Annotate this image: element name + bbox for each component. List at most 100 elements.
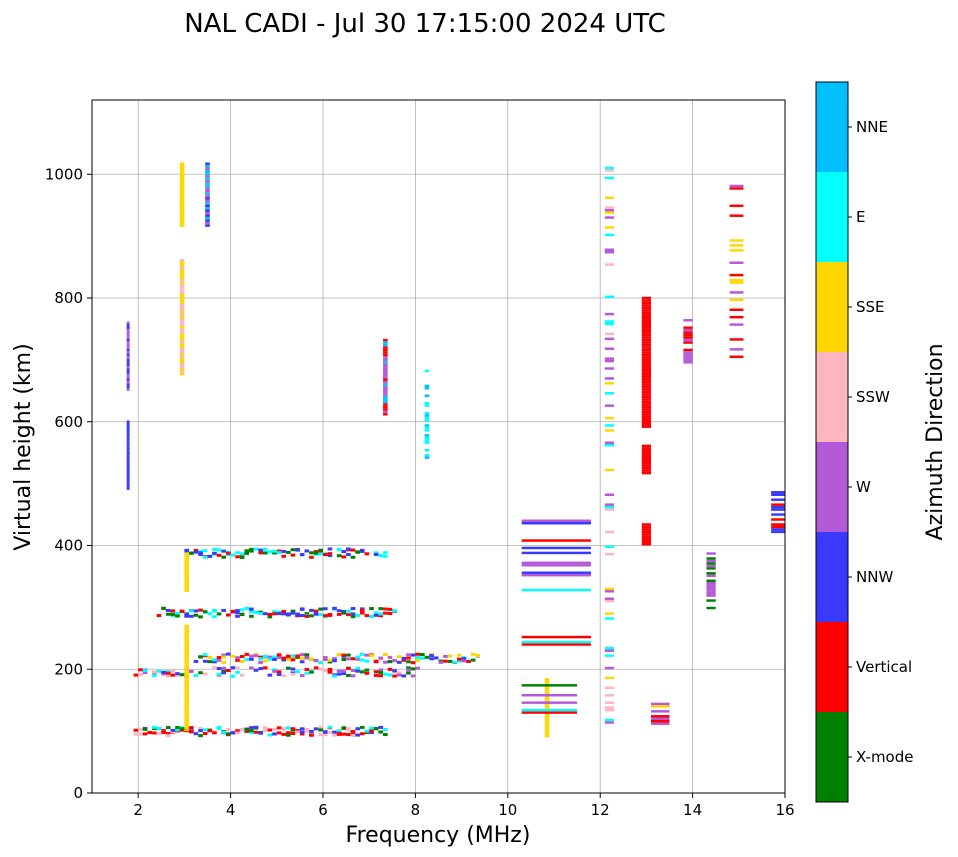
echo-mark	[235, 609, 240, 613]
echo-mark	[604, 694, 615, 697]
echo-mark	[189, 726, 194, 730]
echo-mark	[225, 652, 231, 656]
echo-mark	[641, 304, 652, 307]
colorbar-label: Azimuth Direction	[923, 343, 948, 540]
echo-mark	[415, 666, 421, 670]
echo-mark	[641, 380, 652, 384]
echo-mark	[249, 726, 254, 730]
echo-mark	[373, 551, 379, 555]
echo-mark	[641, 471, 652, 475]
echo-mark	[126, 331, 130, 334]
echo-mark	[244, 606, 250, 610]
echo-mark	[323, 730, 328, 734]
echo-mark	[235, 614, 240, 618]
echo-mark	[221, 555, 226, 559]
echo-mark	[221, 549, 226, 553]
echo-mark	[641, 363, 652, 367]
echo-mark	[641, 323, 652, 327]
echo-mark	[179, 283, 185, 287]
echo-mark	[286, 666, 291, 670]
echo-mark	[641, 420, 652, 423]
echo-mark	[641, 358, 652, 362]
echo-mark	[126, 452, 130, 456]
echo-mark	[126, 326, 130, 329]
echo-mark	[406, 666, 411, 670]
echo-mark	[706, 567, 716, 570]
echo-mark	[262, 547, 268, 551]
echo-mark	[281, 727, 287, 731]
echo-mark	[184, 661, 190, 665]
echo-mark	[327, 667, 333, 671]
echo-mark	[184, 654, 190, 657]
echo-mark	[424, 448, 430, 452]
echo-mark	[184, 554, 190, 558]
echo-mark	[604, 503, 615, 506]
echo-mark	[216, 548, 222, 552]
x-tick-label: 16	[775, 801, 794, 819]
echo-mark	[290, 609, 296, 613]
echo-mark	[126, 477, 130, 480]
echo-mark	[641, 346, 652, 349]
echo-mark	[433, 656, 439, 660]
echo-mark	[126, 465, 130, 468]
echo-mark	[165, 670, 171, 674]
echo-mark	[521, 643, 591, 646]
echo-mark	[179, 214, 185, 217]
echo-mark	[184, 681, 190, 685]
echo-mark	[359, 732, 365, 736]
echo-mark	[521, 539, 591, 542]
echo-mark	[165, 674, 171, 678]
echo-mark	[205, 209, 210, 212]
echo-mark	[706, 599, 716, 602]
echo-mark	[378, 671, 384, 675]
echo-mark	[179, 172, 185, 175]
echo-mark	[373, 673, 379, 677]
echo-mark	[327, 725, 333, 729]
echo-mark	[424, 394, 430, 397]
echo-mark	[683, 338, 693, 342]
echo-mark	[604, 545, 615, 548]
echo-mark	[424, 434, 430, 437]
echo-mark	[175, 614, 180, 618]
echo-mark	[202, 610, 208, 614]
echo-mark	[521, 564, 591, 567]
echo-mark	[406, 653, 411, 657]
echo-mark	[323, 607, 328, 611]
echo-mark	[175, 674, 180, 678]
echo-mark	[179, 192, 185, 195]
echo-mark	[184, 656, 190, 660]
echo-mark	[521, 640, 591, 644]
echo-mark	[641, 368, 652, 372]
echo-mark	[179, 315, 185, 319]
echo-mark	[401, 674, 407, 678]
echo-mark	[346, 727, 351, 731]
echo-mark	[179, 209, 185, 212]
echo-mark	[641, 371, 652, 374]
echo-mark	[350, 734, 356, 738]
echo-mark	[604, 649, 615, 652]
echo-mark	[239, 728, 245, 732]
echo-mark	[424, 416, 430, 420]
echo-mark	[383, 652, 388, 656]
echo-mark	[276, 653, 282, 657]
echo-mark	[170, 728, 176, 732]
echo-mark	[641, 413, 652, 416]
echo-mark	[138, 727, 143, 731]
echo-mark	[336, 548, 342, 552]
echo-mark	[364, 671, 370, 675]
echo-mark	[304, 656, 310, 660]
echo-mark	[299, 730, 305, 734]
echo-mark	[323, 614, 328, 618]
echo-mark	[332, 606, 337, 610]
echo-mark	[198, 551, 203, 555]
echo-mark	[387, 660, 393, 664]
echo-mark	[641, 528, 652, 531]
echo-mark	[383, 343, 388, 347]
echo-mark	[267, 673, 273, 677]
echo-mark	[179, 370, 185, 373]
echo-mark	[304, 667, 310, 671]
echo-mark	[313, 659, 319, 663]
echo-mark	[424, 414, 430, 417]
echo-mark	[179, 310, 185, 314]
echo-mark	[309, 555, 314, 559]
